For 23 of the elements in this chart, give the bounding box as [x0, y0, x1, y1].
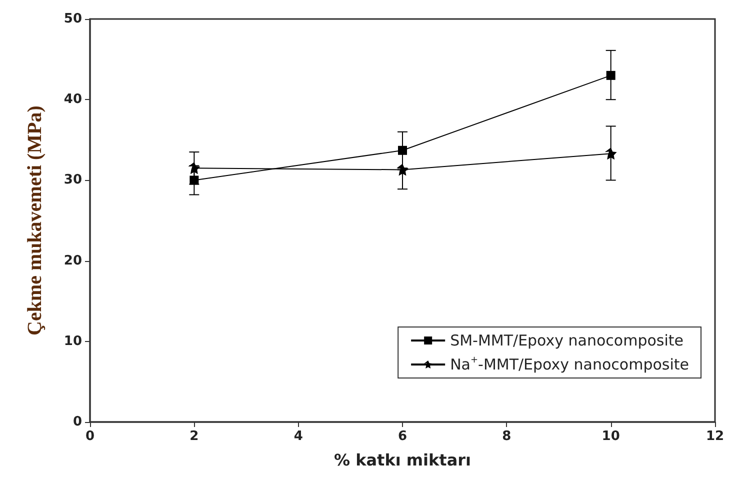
- x-tick-label: 4: [294, 429, 303, 444]
- y-tick-label: 20: [64, 253, 82, 268]
- x-tick-label: 2: [190, 429, 199, 444]
- x-tick-label: 6: [398, 429, 408, 444]
- y-axis-title: Çekme mukavemeti (MPa): [24, 106, 46, 336]
- x-tick-label: 0: [85, 429, 95, 444]
- point: [190, 176, 199, 185]
- point: [606, 70, 616, 80]
- y-tick-label: 50: [64, 12, 82, 26]
- y-tick-label: 10: [64, 334, 82, 349]
- legend-label: Na+-MMT/Epoxy nanocomposite: [450, 356, 690, 374]
- x-axis-title: % katkı miktarı: [334, 450, 471, 470]
- x-tick-label: 10: [602, 429, 620, 444]
- y-tick-label: 30: [64, 172, 82, 188]
- x-tick-label: 8: [502, 429, 512, 444]
- y-tick-label: 40: [64, 92, 82, 108]
- point: [396, 164, 408, 176]
- legend-label: SM-MMT/Epoxy nanocomposite: [450, 332, 684, 350]
- y-tick-label: 0: [72, 414, 82, 430]
- x-tick-label: 12: [706, 429, 724, 444]
- point: [398, 146, 407, 155]
- point: [604, 148, 617, 160]
- point: [188, 162, 200, 174]
